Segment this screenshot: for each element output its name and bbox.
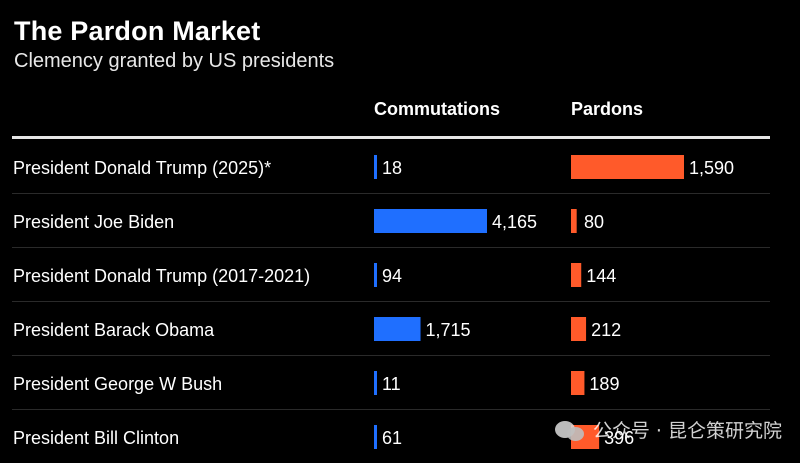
commutation-bar — [374, 155, 377, 179]
row-label: President George W Bush — [13, 374, 222, 394]
commutation-value-label: 61 — [382, 428, 402, 448]
row-divider — [12, 409, 770, 410]
row-divider — [12, 193, 770, 194]
pardon-bar — [571, 263, 582, 287]
pardon-bar — [571, 317, 587, 341]
watermark: 公众号 · 昆仑策研究院 — [554, 416, 782, 443]
commutation-value-label: 4,165 — [492, 212, 537, 232]
row-label: President Bill Clinton — [13, 428, 179, 448]
pardon-value-label: 212 — [591, 320, 621, 340]
row-label: President Joe Biden — [13, 212, 174, 232]
commutations-column-header: Commutations — [374, 99, 500, 119]
pardon-value-label: 80 — [584, 212, 604, 232]
row-label: President Barack Obama — [13, 320, 215, 340]
commutation-bar — [374, 317, 421, 341]
pardon-value-label: 144 — [586, 266, 616, 286]
header-rule — [12, 136, 770, 139]
pardon-bar — [571, 155, 684, 179]
row-divider — [12, 355, 770, 356]
commutation-value-label: 94 — [382, 266, 402, 286]
chart-title: The Pardon Market — [14, 16, 261, 46]
pardon-value-label: 396 — [604, 428, 634, 448]
commutation-value-label: 1,715 — [426, 320, 471, 340]
commutation-value-label: 18 — [382, 158, 402, 178]
pardons-column-header: Pardons — [571, 99, 644, 119]
row-divider — [12, 247, 770, 248]
pardon-value-label: 1,590 — [689, 158, 734, 178]
row-label: President Donald Trump (2017-2021) — [13, 266, 310, 286]
commutation-bar — [374, 209, 487, 233]
wechat-icon — [554, 418, 585, 442]
watermark-text: 公众号 · 昆仑策研究院 — [592, 420, 782, 442]
pardon-value-label: 189 — [589, 374, 619, 394]
pardon-bar — [571, 371, 585, 395]
commutation-bar — [374, 425, 377, 449]
row-divider — [12, 301, 770, 302]
row-label: President Donald Trump (2025)* — [13, 158, 271, 178]
commutation-bar — [374, 263, 377, 287]
commutation-bar — [374, 371, 377, 395]
commutation-value-label: 11 — [382, 374, 401, 394]
pardon-bar — [571, 209, 577, 233]
chart-subtitle: Clemency granted by US presidents — [14, 50, 335, 72]
